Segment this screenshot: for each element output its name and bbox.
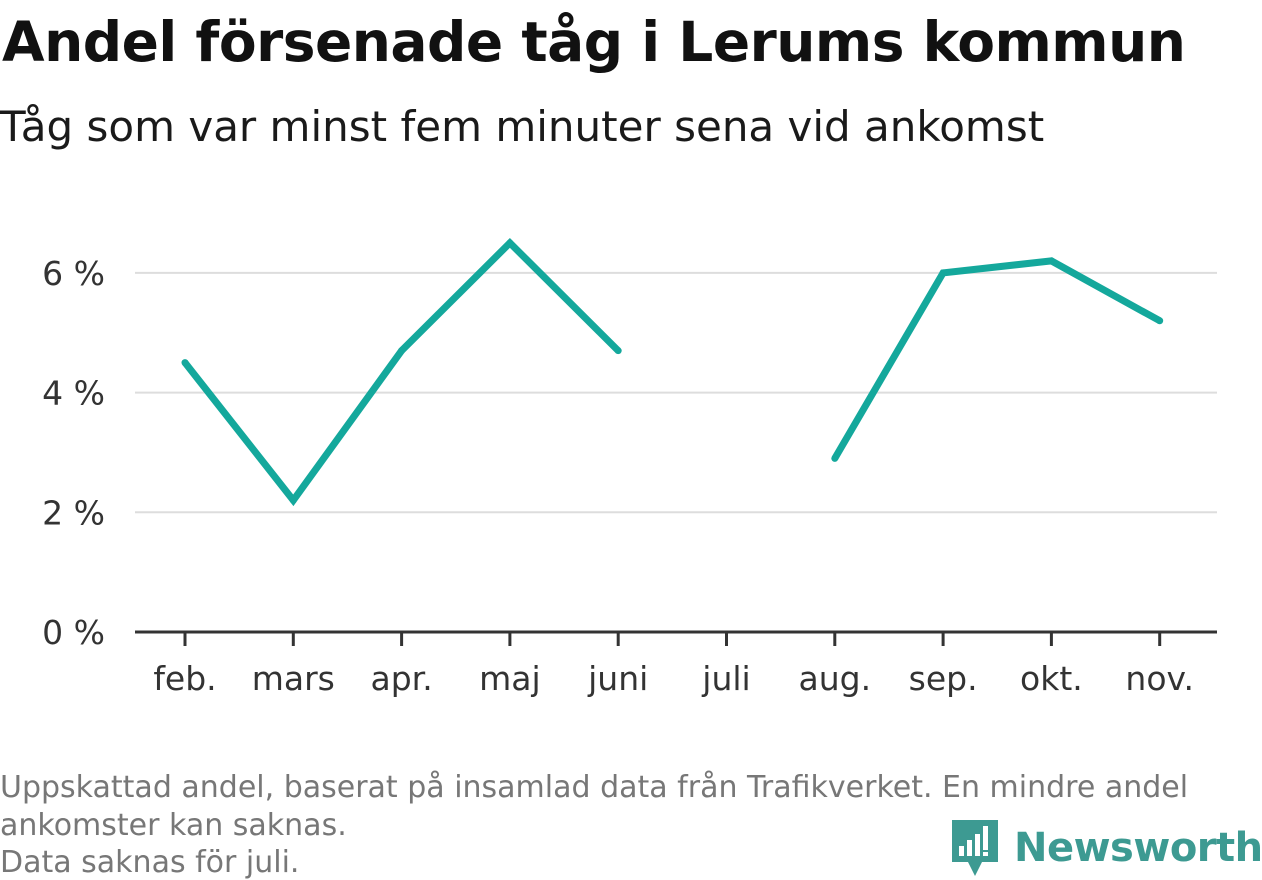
- chart-subtitle: Tåg som var minst fem minuter sena vid a…: [0, 102, 1045, 151]
- x-tick-label: nov.: [1125, 659, 1194, 698]
- x-axis: [135, 630, 1217, 646]
- data-point: [506, 239, 514, 247]
- series-line-segment: [831, 257, 1162, 461]
- x-tick-label: maj: [479, 659, 541, 698]
- y-tick-label: 6 %: [42, 254, 105, 293]
- data-point: [831, 454, 839, 462]
- data-point: [614, 347, 622, 355]
- data-point: [1156, 317, 1164, 325]
- x-tick-label: juli: [701, 659, 750, 698]
- x-axis-labels: feb. mars apr. maj juni juli aug. sep. okt. nov.: [153, 659, 1194, 698]
- y-tick-label: 2 %: [42, 493, 105, 532]
- data-point: [289, 496, 297, 504]
- footnote-line-1: Uppskattad andel, baserat på insamlad da…: [0, 770, 1189, 805]
- newsworthy-logo-icon: [952, 820, 998, 876]
- gridlines: [135, 271, 1217, 514]
- chart-title: Andel försenade tåg i Lerums kommun: [2, 10, 1186, 74]
- data-point: [1047, 257, 1055, 265]
- data-series: [181, 237, 1164, 507]
- y-axis-labels: 0 % 2 % 4 % 6 %: [42, 254, 105, 652]
- y-tick-label: 0 %: [42, 613, 105, 652]
- x-tick-label: feb.: [153, 659, 216, 698]
- x-tick-label: juni: [587, 659, 648, 698]
- x-tick-label: sep.: [909, 659, 978, 698]
- y-tick-label: 4 %: [42, 374, 105, 413]
- brand-name: Newsworthy: [1014, 825, 1262, 871]
- data-point: [398, 347, 406, 355]
- x-tick-label: apr.: [370, 659, 432, 698]
- footnote-line-3: Data saknas för juli.: [0, 845, 300, 880]
- series-line-segment: [182, 237, 621, 507]
- x-tick-label: okt.: [1020, 659, 1083, 698]
- x-tick-label: mars: [252, 659, 335, 698]
- footnote-line-2: ankomster kan saknas.: [0, 808, 347, 843]
- brand-logo: Newsworthy: [950, 818, 1262, 878]
- data-point: [181, 359, 189, 367]
- x-tick-label: aug.: [799, 659, 872, 698]
- data-point: [939, 269, 947, 277]
